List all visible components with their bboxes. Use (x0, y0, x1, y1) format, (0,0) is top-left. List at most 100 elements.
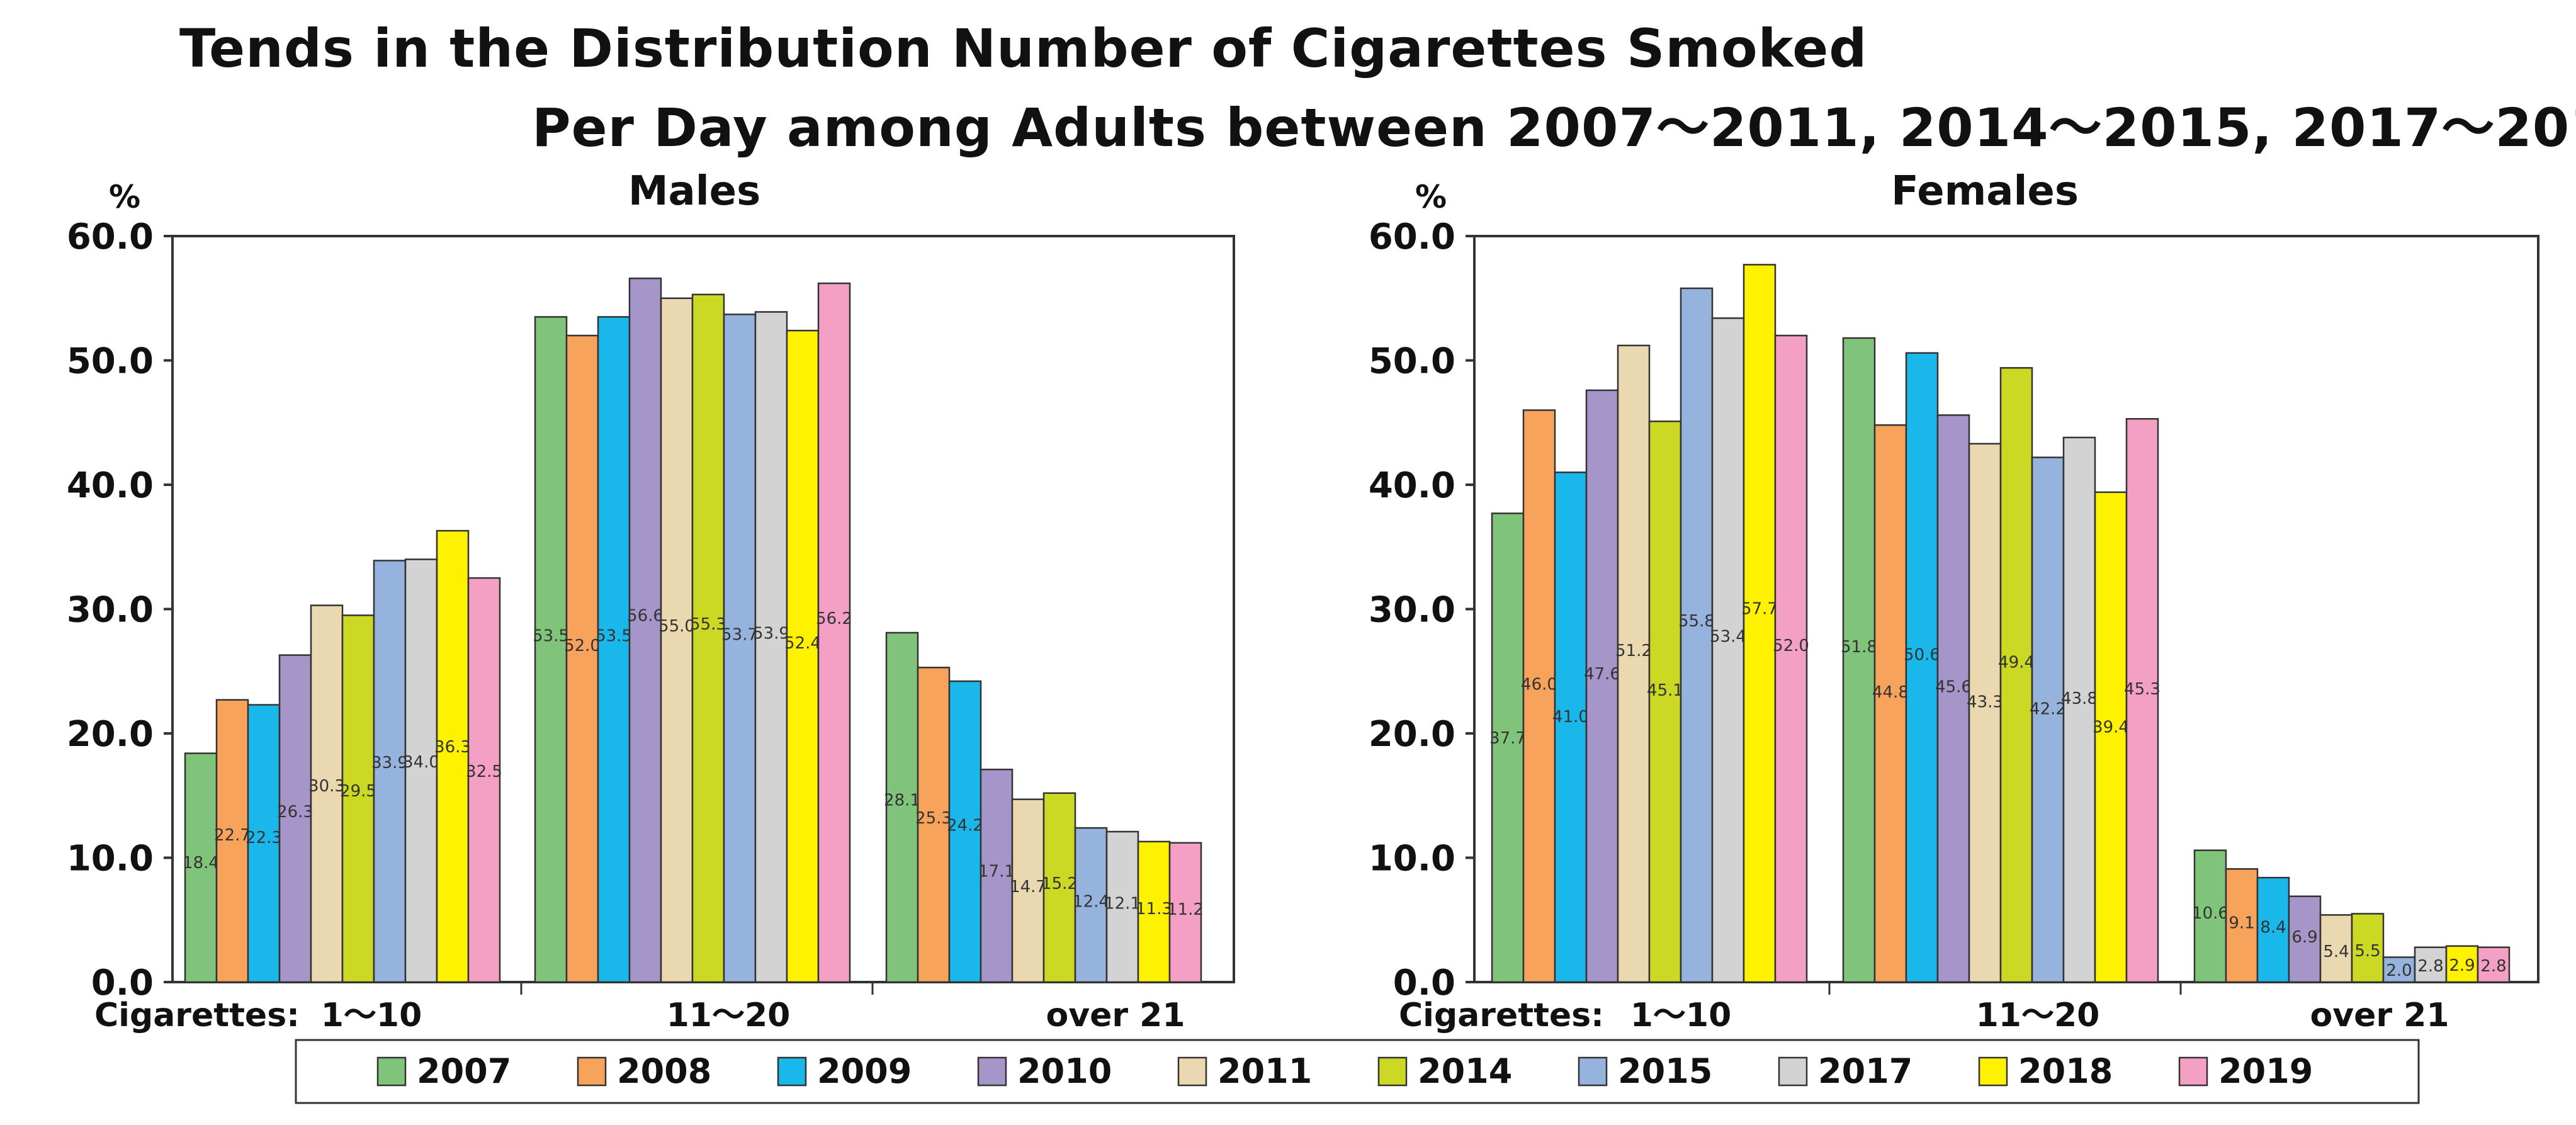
bar (660, 297, 694, 983)
bar-value-label: 53.4 (1710, 628, 1746, 647)
bar-value-label: 14.7 (1010, 878, 1046, 896)
bar (1680, 287, 1714, 983)
bar-value-label: 43.8 (2061, 689, 2098, 708)
legend-swatch (577, 1056, 607, 1087)
bar (467, 577, 501, 983)
bar-value-label: 30.3 (308, 777, 345, 796)
bar (1522, 409, 1556, 983)
x-tick-label: 1～10 (321, 997, 422, 1034)
bar-value-label: 52.0 (564, 636, 601, 655)
bar (1137, 840, 1171, 983)
bar (278, 654, 312, 983)
bar (1617, 344, 1651, 983)
bar-value-label: 56.6 (627, 607, 664, 626)
bar (1743, 264, 1777, 983)
bar-value-label: 26.3 (277, 803, 314, 822)
bar-value-label: 53.9 (753, 624, 789, 643)
bar-value-label: 52.0 (1773, 636, 1809, 655)
bar-value-label: 47.6 (1584, 665, 1620, 684)
bar (1873, 424, 1907, 983)
panel-title: Females (1891, 168, 2079, 215)
bar-value-label: 55.0 (658, 617, 695, 636)
bar-value-label: 43.3 (1967, 693, 2003, 711)
x-tick-label: over 21 (1046, 997, 1185, 1034)
y-tick-label: 60.0 (67, 217, 154, 257)
bar (1168, 842, 1202, 983)
bar-value-label: 50.6 (1904, 645, 1940, 664)
bar-value-label: 33.9 (371, 754, 408, 772)
legend-box (295, 1039, 2420, 1104)
y-tick-label: 30.0 (1369, 590, 1455, 631)
bar (691, 293, 725, 983)
chart-title-line-1: Tends in the Distribution Number of Ciga… (179, 18, 1868, 79)
bar-value-label: 57.7 (1741, 599, 1778, 618)
y-tick-label: 10.0 (67, 839, 154, 879)
bar (2031, 456, 2065, 983)
bar (2288, 895, 2322, 983)
bar (1842, 337, 1876, 983)
bar (2319, 914, 2353, 983)
bar (215, 699, 249, 983)
bar (2351, 913, 2385, 983)
bar-value-label: 12.4 (1073, 893, 1109, 912)
bar (597, 316, 631, 983)
bar (1968, 443, 2002, 983)
legend-swatch (1578, 1056, 1608, 1087)
y-tick-label: 10.0 (1369, 839, 1455, 879)
bar-value-label: 41.0 (1552, 708, 1589, 726)
y-tick-label: 40.0 (67, 465, 154, 506)
x-tick-label: over 21 (2310, 997, 2449, 1034)
bar-value-label: 46.0 (1521, 676, 1557, 694)
bar (2225, 868, 2259, 983)
y-tick-label: 0.0 (1393, 963, 1455, 1003)
bar (1074, 827, 1108, 983)
bar-value-label: 55.8 (1678, 612, 1715, 631)
bar (2125, 418, 2159, 983)
legend-label: 2008 (617, 1051, 711, 1091)
bar-value-label: 45.6 (1935, 678, 1972, 697)
bar (786, 329, 820, 983)
legend-swatch (1377, 1056, 1408, 1087)
legend-label: 2010 (1017, 1051, 1112, 1091)
bar-value-label: 36.3 (434, 738, 471, 757)
bar-value-label: 25.3 (915, 809, 952, 828)
bar-value-label: 28.1 (884, 791, 920, 810)
bar-value-label: 29.5 (340, 782, 376, 801)
bar-value-label: 2.8 (2417, 957, 2443, 976)
bar-value-label: 15.2 (1041, 874, 1078, 893)
bar (373, 560, 407, 983)
bar (310, 604, 344, 983)
bar (2062, 436, 2096, 983)
bar-value-label: 32.5 (466, 762, 502, 781)
y-tick-label: 20.0 (1369, 714, 1455, 755)
bar (754, 311, 788, 983)
legend-label: 2007 (417, 1051, 511, 1091)
chart-title-line-2: Per Day among Adults between 2007～2011, … (532, 97, 2576, 159)
legend-label: 2011 (1217, 1051, 1312, 1091)
x-tick-label: 11～20 (667, 997, 791, 1034)
legend-label: 2017 (1818, 1051, 1912, 1091)
y-tick-label: 60.0 (1369, 217, 1455, 257)
bar-value-label: 42.2 (2030, 700, 2066, 719)
bar-value-label: 51.2 (1615, 642, 1652, 660)
bar-value-label: 52.4 (784, 634, 821, 653)
bar (565, 334, 599, 983)
bar-value-label: 51.8 (1841, 638, 1877, 657)
bar (1491, 512, 1525, 983)
bar-value-label: 10.6 (2192, 904, 2229, 923)
legend-swatch (777, 1056, 807, 1087)
bar (723, 314, 757, 983)
x-tick-label: 11～20 (1976, 997, 2100, 1034)
bar (1585, 389, 1619, 983)
legend-swatch (1978, 1056, 2008, 1087)
y-axis-unit: % (1415, 179, 1447, 215)
bar-value-label: 2.8 (2480, 957, 2506, 976)
y-axis-unit: % (109, 179, 140, 215)
bar-value-label: 44.8 (1872, 683, 1909, 702)
bar-value-label: 49.4 (1998, 653, 2035, 672)
bar (1011, 798, 1045, 983)
bar (1711, 317, 1745, 983)
y-tick-label: 50.0 (1369, 341, 1455, 382)
bar-value-label: 18.4 (183, 854, 219, 873)
